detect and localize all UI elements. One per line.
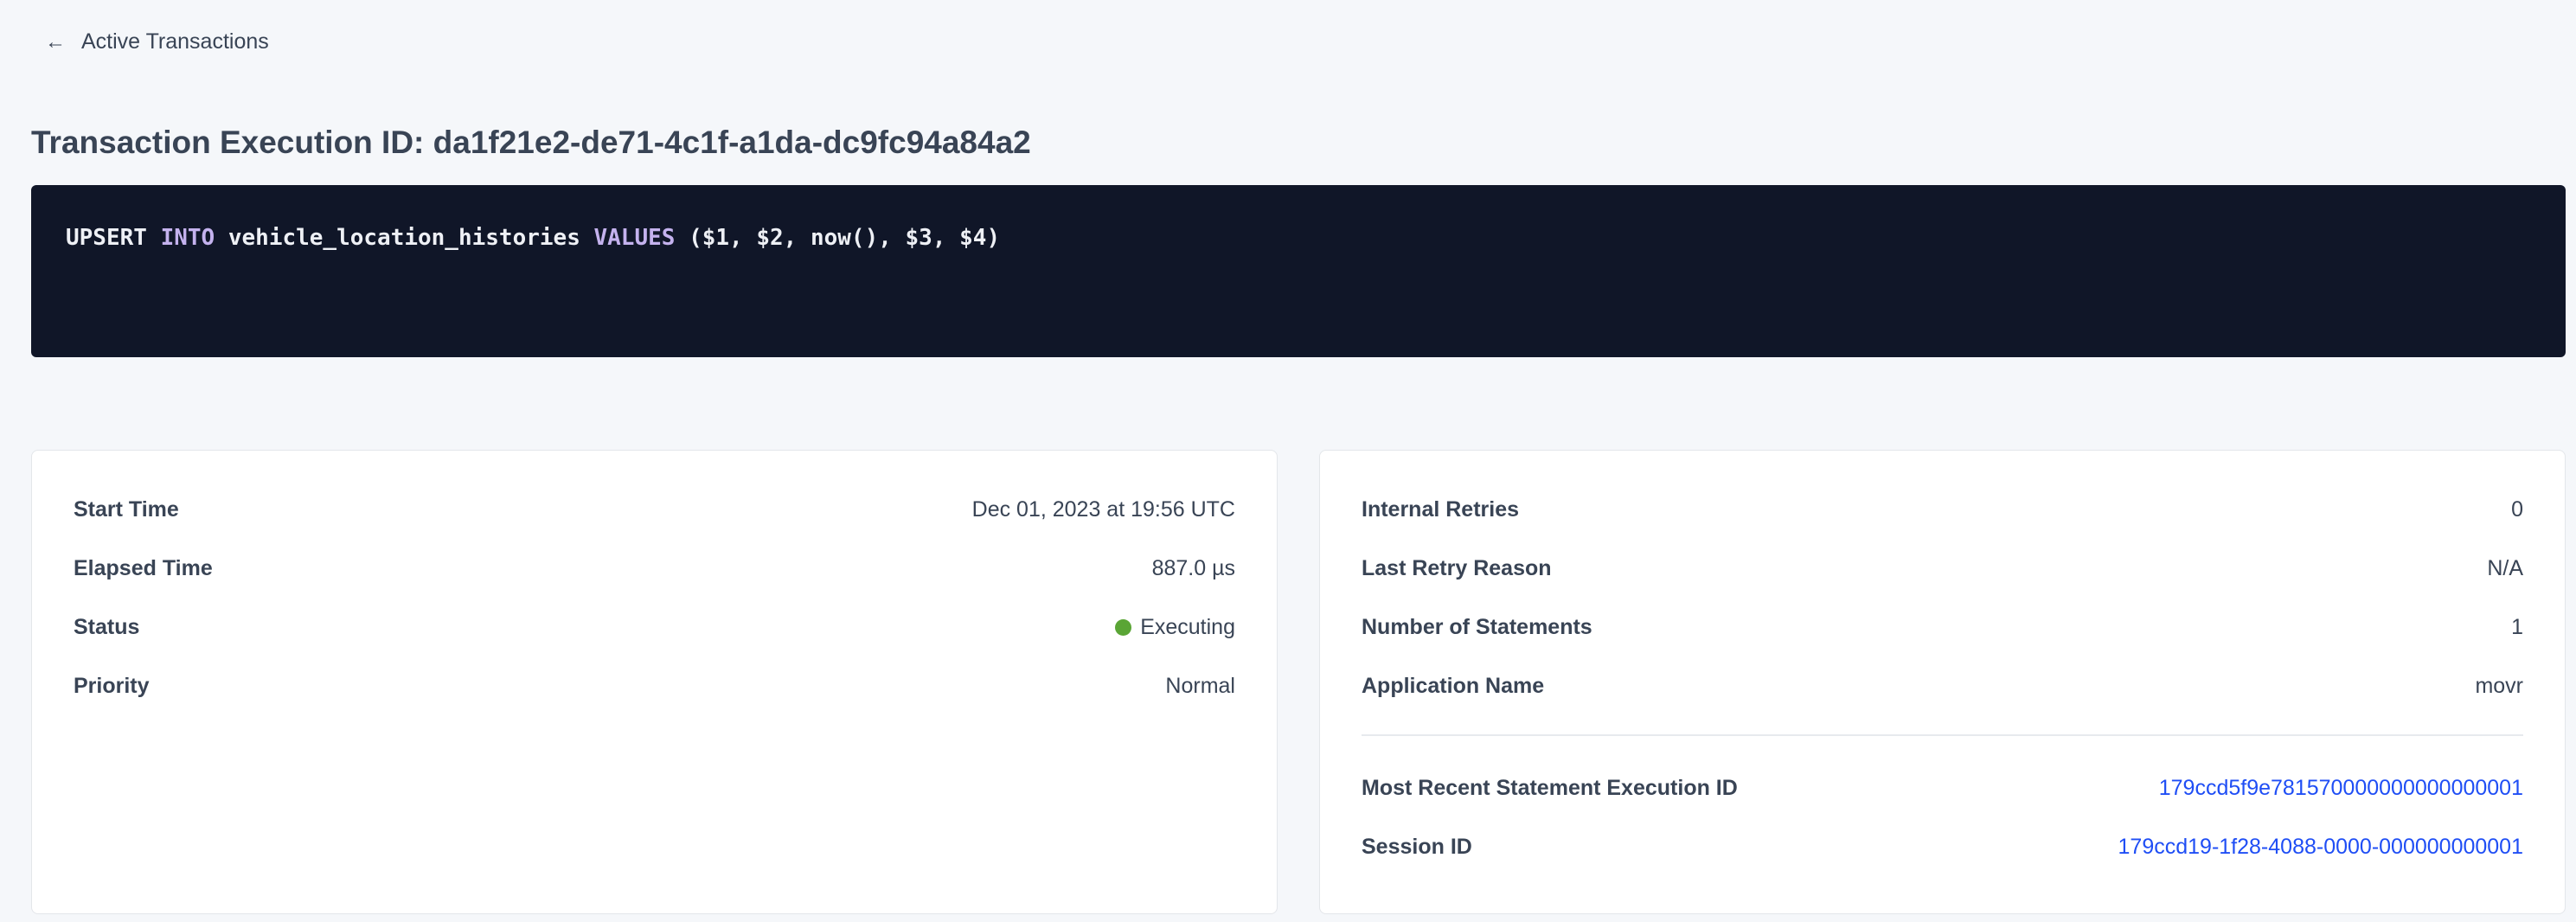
arrow-left-icon: ← — [45, 29, 66, 54]
detail-label: Internal Retries — [1362, 496, 1520, 522]
detail-row-application-name: Application Name movr — [1362, 656, 2523, 715]
detail-value: Dec 01, 2023 at 19:56 UTC — [971, 496, 1235, 522]
status-dot-icon — [1115, 618, 1132, 636]
detail-value: Normal — [1165, 673, 1235, 698]
divider — [1362, 734, 2523, 736]
detail-row-elapsed-time: Elapsed Time 887.0 µs — [74, 539, 1235, 598]
statement-execution-id-link[interactable]: 179ccd5f9e781570000000000000001 — [2158, 775, 2523, 800]
detail-value: 0 — [2511, 496, 2523, 522]
detail-value: movr — [2475, 673, 2523, 698]
page-title: Transaction Execution ID: da1f21e2-de71-… — [31, 125, 1031, 160]
transaction-details-card: Internal Retries 0 Last Retry Reason N/A… — [1319, 450, 2566, 914]
status-badge: Executing — [1115, 615, 1235, 640]
detail-row-status: Status Executing — [74, 598, 1235, 656]
transaction-summary-card: Start Time Dec 01, 2023 at 19:56 UTC Ela… — [31, 450, 1278, 914]
detail-label: Session ID — [1362, 834, 1472, 859]
detail-label: Number of Statements — [1362, 614, 1592, 639]
sql-token: ($1, $2, now(), $3, $4) — [675, 225, 1001, 251]
status-text: Executing — [1140, 614, 1235, 639]
detail-label: Priority — [74, 673, 150, 698]
detail-row-internal-retries: Internal Retries 0 — [1362, 480, 2523, 539]
detail-value: N/A — [2487, 555, 2523, 580]
detail-value: 1 — [2511, 614, 2523, 639]
detail-row-start-time: Start Time Dec 01, 2023 at 19:56 UTC — [74, 480, 1235, 539]
detail-row-session-id: Session ID 179ccd19-1f28-4088-0000-00000… — [1362, 817, 2523, 876]
sql-keyword: INTO — [160, 225, 215, 251]
sql-keyword: VALUES — [593, 225, 676, 251]
detail-row-number-of-statements: Number of Statements 1 — [1362, 598, 2523, 656]
detail-row-last-retry-reason: Last Retry Reason N/A — [1362, 539, 2523, 598]
detail-label: Application Name — [1362, 673, 1545, 698]
detail-label: Status — [74, 614, 140, 639]
sql-token: UPSERT — [66, 225, 161, 251]
back-link-label: Active Transactions — [81, 29, 269, 54]
detail-label: Start Time — [74, 496, 179, 522]
detail-label: Last Retry Reason — [1362, 555, 1552, 580]
detail-label: Most Recent Statement Execution ID — [1362, 775, 1738, 800]
detail-value: 887.0 µs — [1151, 555, 1235, 580]
sql-statement-block: UPSERT INTO vehicle_location_histories V… — [31, 185, 2566, 357]
detail-row-recent-statement-id: Most Recent Statement Execution ID 179cc… — [1362, 759, 2523, 817]
session-id-link[interactable]: 179ccd19-1f28-4088-0000-000000000001 — [2118, 834, 2523, 859]
sql-token: vehicle_location_histories — [215, 225, 594, 251]
detail-label: Elapsed Time — [74, 555, 213, 580]
back-link-active-transactions[interactable]: ← Active Transactions — [45, 29, 269, 54]
detail-row-priority: Priority Normal — [74, 656, 1235, 715]
